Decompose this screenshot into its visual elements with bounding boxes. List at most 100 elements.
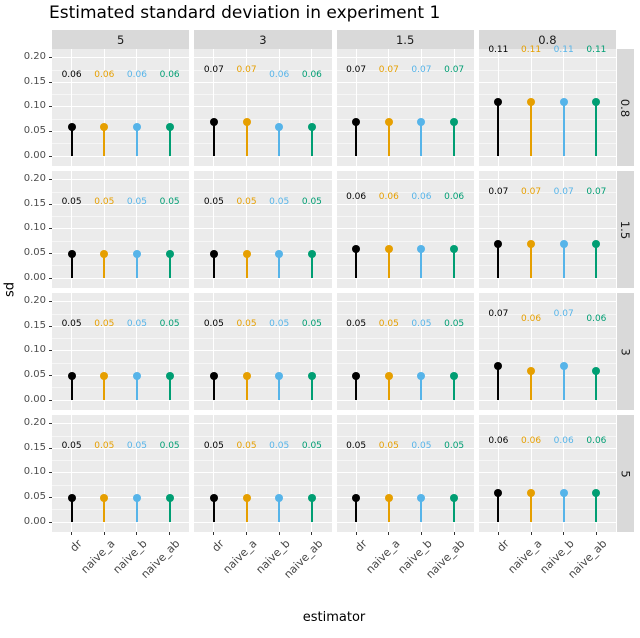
value-label: 0.05 [236, 196, 257, 207]
gridline-minor [52, 460, 190, 462]
gridline-major [194, 131, 332, 133]
gridline-minor [194, 460, 332, 462]
lollipop-stem [530, 243, 533, 279]
lollipop-stem [530, 370, 533, 401]
lollipop-stem [453, 375, 456, 401]
facet-row-strip-label: 1.5 [618, 220, 633, 239]
lollipop-dot [100, 249, 109, 258]
lollipop-stem [103, 126, 106, 157]
lollipop-stem [278, 253, 281, 279]
gridline-vertical [420, 49, 422, 166]
gridline-major [52, 277, 190, 279]
gridline-major [336, 131, 474, 133]
y-tick-label: 0.20 [23, 173, 46, 185]
lollipop-dot [450, 244, 459, 253]
gridline-major [52, 131, 190, 133]
value-label: 0.05 [126, 318, 147, 329]
value-label: 0.05 [203, 196, 224, 207]
gridline-vertical [453, 415, 455, 532]
value-label: 0.11 [521, 45, 542, 56]
gridline-vertical [136, 49, 138, 166]
facet-row-strip-label: 0.8 [618, 98, 633, 117]
gridline-major [194, 155, 332, 157]
x-axis-tick [71, 532, 73, 535]
y-tick-label: 0.00 [23, 271, 46, 283]
lollipop-dot [559, 98, 568, 107]
lollipop-stem [497, 243, 500, 279]
y-axis-tick [49, 399, 52, 401]
gridline-minor [52, 118, 190, 120]
y-axis-tick [49, 228, 52, 230]
value-label: 0.07 [553, 187, 574, 198]
lollipop-stem [420, 121, 423, 157]
gridline-minor [336, 362, 474, 364]
value-label: 0.06 [269, 70, 290, 81]
y-tick-label: 0.15 [23, 441, 46, 453]
lollipop-stem [453, 497, 456, 523]
lollipop-dot [132, 371, 141, 380]
facet-panel [478, 293, 616, 410]
lollipop-dot [307, 122, 316, 131]
gridline-minor [478, 362, 616, 364]
value-label: 0.05 [236, 440, 257, 451]
gridline-minor [52, 313, 190, 315]
value-label: 0.05 [444, 318, 465, 329]
lollipop-stem [245, 375, 248, 401]
gridline-minor [336, 216, 474, 218]
facet-row-strip: 0.8 [617, 49, 634, 166]
gridline-major [336, 497, 474, 499]
gridline-minor [336, 484, 474, 486]
gridline-vertical [497, 293, 499, 410]
x-axis-tick [563, 532, 565, 535]
value-label: 0.05 [126, 440, 147, 451]
facet-col-strip: 1.5 [336, 30, 474, 49]
y-tick-label: 0.10 [23, 344, 46, 356]
value-label: 0.06 [586, 314, 607, 325]
value-label: 0.05 [378, 440, 399, 451]
y-axis-tick [49, 350, 52, 352]
gridline-minor [194, 362, 332, 364]
lollipop-stem [453, 121, 456, 157]
gridline-vertical [246, 415, 248, 532]
gridline-major [336, 106, 474, 108]
lollipop-dot [209, 371, 218, 380]
gridline-vertical [169, 415, 171, 532]
gridline-minor [194, 191, 332, 193]
lollipop-dot [494, 98, 503, 107]
value-label: 0.06 [126, 70, 147, 81]
value-label: 0.05 [301, 196, 322, 207]
lollipop-dot [209, 117, 218, 126]
gridline-minor [194, 143, 332, 145]
gridline-major [478, 423, 616, 425]
gridline-vertical [311, 49, 313, 166]
y-tick-label: 0.05 [23, 369, 46, 381]
gridline-vertical [355, 49, 357, 166]
gridline-vertical [278, 415, 280, 532]
gridline-vertical [388, 293, 390, 410]
lollipop-dot [494, 239, 503, 248]
gridline-major [478, 81, 616, 83]
lollipop-stem [387, 497, 390, 523]
facet-col-strip: 3 [194, 30, 332, 49]
gridline-minor [52, 362, 190, 364]
facet-col-strip: 0.8 [478, 30, 616, 49]
gridline-major [194, 106, 332, 108]
gridline-minor [478, 240, 616, 242]
gridline-vertical [530, 415, 532, 532]
gridline-vertical [453, 171, 455, 288]
lollipop-dot [307, 249, 316, 258]
gridline-major [478, 57, 616, 59]
lollipop-dot [417, 244, 426, 253]
lollipop-dot [384, 244, 393, 253]
gridline-major [336, 423, 474, 425]
gridline-minor [478, 191, 616, 193]
gridline-minor [194, 265, 332, 267]
gridline-minor [52, 216, 190, 218]
lollipop-dot [592, 488, 601, 497]
gridline-vertical [71, 49, 73, 166]
gridline-vertical [311, 293, 313, 410]
gridline-minor [336, 509, 474, 511]
gridline-minor [336, 191, 474, 193]
gridline-major [478, 155, 616, 157]
lollipop-stem [70, 375, 73, 401]
